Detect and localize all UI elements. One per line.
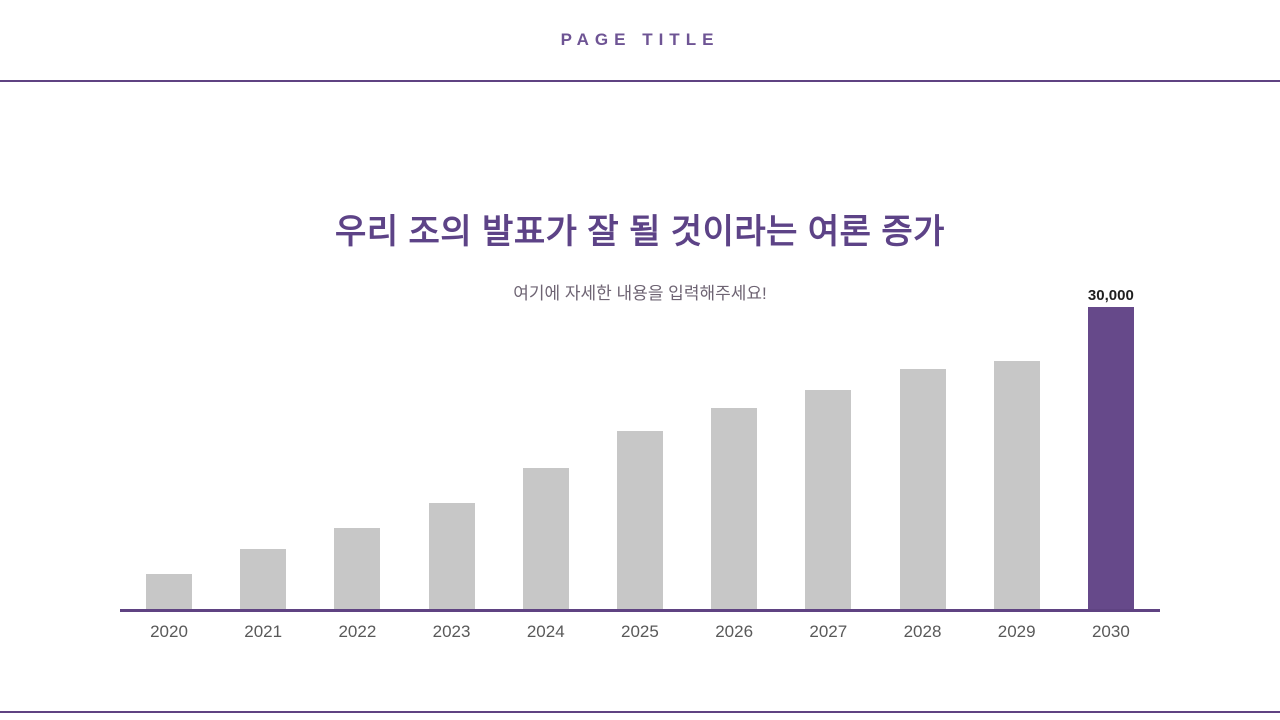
footer-divider-line bbox=[0, 711, 1280, 713]
bar-highlighted bbox=[1087, 307, 1134, 609]
slide-title: 우리 조의 발표가 잘 될 것이라는 여론 증가 bbox=[335, 213, 945, 251]
bar bbox=[334, 528, 381, 609]
bar-column bbox=[428, 307, 475, 609]
x-axis-tick-label: 2028 bbox=[903, 622, 942, 641]
bar-column bbox=[616, 307, 663, 609]
bar-column bbox=[240, 307, 287, 609]
bar bbox=[711, 408, 758, 609]
x-axis-tick-label: 2020 bbox=[150, 622, 188, 641]
x-axis-tick-label: 2026 bbox=[715, 622, 754, 641]
x-axis-tick-label: 2030 bbox=[1091, 622, 1130, 641]
slide-subtitle: 여기에 자세한 내용을 입력해주세요! bbox=[513, 284, 767, 303]
bar bbox=[428, 503, 475, 609]
bar-column bbox=[522, 307, 569, 609]
title-block: 우리 조의 발표가 잘 될 것이라는 여론 증가 여기에 자세한 내용을 입력해… bbox=[0, 204, 1280, 304]
bar bbox=[522, 468, 569, 609]
x-axis-tick-label: 2025 bbox=[621, 622, 659, 641]
x-axis-tick-label: 2024 bbox=[526, 622, 565, 641]
bar-column bbox=[711, 307, 758, 609]
bar bbox=[899, 369, 946, 609]
page-title: PAGE TITLE bbox=[560, 30, 720, 49]
x-axis-tick-label: 2023 bbox=[432, 622, 471, 641]
bar bbox=[240, 549, 287, 609]
header-divider-line bbox=[0, 80, 1280, 82]
bar-column: 30,000 bbox=[1087, 287, 1134, 609]
bar bbox=[146, 574, 192, 609]
bar-chart-plot-area: 30,000 bbox=[120, 287, 1160, 612]
bar bbox=[993, 361, 1040, 609]
x-axis-tick-label: 2027 bbox=[809, 622, 848, 641]
bar-value-label: 30,000 bbox=[1087, 287, 1134, 304]
bar-column bbox=[899, 307, 946, 609]
bar-chart-x-axis-labels: 2020 2021 2022 2023 2024 2025 2026 2027 2028 2029… bbox=[120, 622, 1160, 642]
bar-column bbox=[334, 307, 381, 609]
x-axis-tick-label: 2022 bbox=[338, 622, 377, 641]
header: PAGE TITLE bbox=[0, 0, 1280, 80]
bar-column bbox=[805, 307, 852, 609]
bar bbox=[805, 390, 852, 609]
x-axis-tick-label: 2021 bbox=[244, 622, 283, 641]
bar bbox=[616, 431, 663, 609]
bar-column bbox=[993, 307, 1040, 609]
bar-column bbox=[146, 307, 192, 609]
x-axis-tick-label: 2029 bbox=[997, 622, 1036, 641]
bar-chart: 30,000 2020 2021 2022 2023 2024 2025 2026 2027 2… bbox=[120, 287, 1160, 642]
